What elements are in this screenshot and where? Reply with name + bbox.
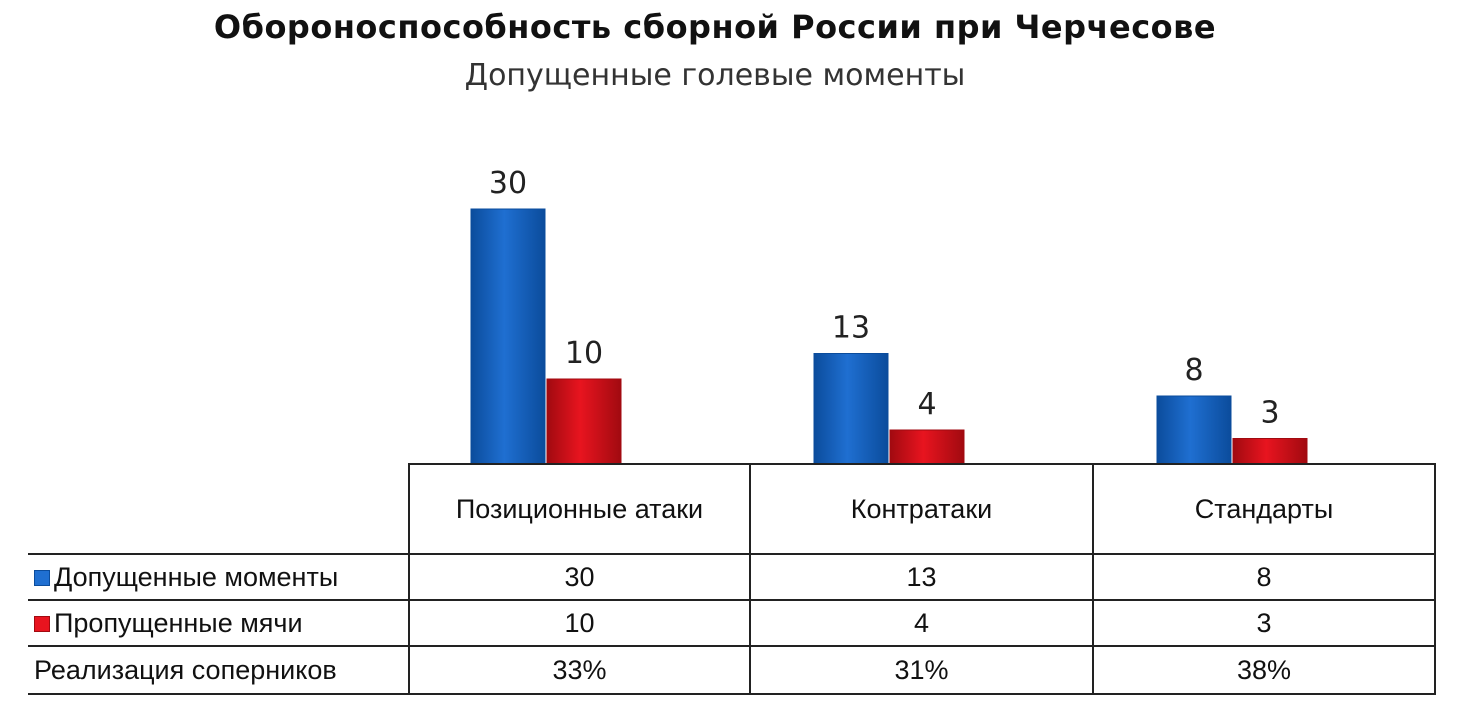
bar-conceded-2: [889, 429, 965, 465]
bar-allowed-3: [1156, 395, 1232, 465]
table-cell: 31%: [749, 645, 1094, 695]
data-label: 13: [832, 311, 870, 346]
table-cell: 10: [408, 599, 751, 647]
legend-key-red: [34, 615, 50, 632]
data-label: 3: [1260, 396, 1279, 431]
data-label: 30: [489, 166, 527, 201]
table-cell: 8: [1092, 553, 1436, 601]
row-label-text: Реализация соперников: [34, 654, 337, 685]
category-header: Контратаки: [749, 463, 1094, 555]
bar-allowed-2: [813, 353, 889, 465]
row-label: Допущенные моменты: [28, 553, 410, 601]
chart-title: Обороноспособность сборной России при Че…: [213, 8, 1217, 46]
bar-conceded-3: [1232, 438, 1308, 465]
table-cell: 38%: [1092, 645, 1436, 695]
legend-key-blue: [34, 569, 50, 586]
table-corner: [28, 464, 410, 555]
row-label: Пропущенные мячи: [28, 599, 410, 647]
data-label: 4: [917, 387, 936, 422]
row-label: Реализация соперников: [28, 645, 410, 695]
table-header-row: Позиционные атаки Контратаки Стандарты: [28, 463, 1436, 555]
bar-conceded-1: [546, 378, 622, 465]
data-label: 10: [565, 336, 603, 371]
row-label-text: Допущенные моменты: [54, 561, 339, 592]
table-cell: 4: [749, 599, 1094, 647]
table-cell: 3: [1092, 599, 1436, 647]
table-cell: 33%: [408, 645, 751, 695]
chart-subtitle: Допущенные голевые моменты: [464, 58, 966, 93]
table-cell: 30: [408, 553, 751, 601]
bar-allowed-1: [470, 208, 546, 465]
table-row: Допущенные моменты 30 13 8: [28, 553, 1436, 601]
table-row: Пропущенные мячи 10 4 3: [28, 599, 1436, 647]
category-header: Стандарты: [1092, 463, 1436, 555]
data-table: Позиционные атаки Контратаки Стандарты Д…: [28, 463, 1436, 695]
row-label-text: Пропущенные мячи: [54, 607, 303, 638]
data-label: 8: [1184, 353, 1203, 388]
table-cell: 13: [749, 553, 1094, 601]
category-header: Позиционные атаки: [408, 463, 751, 555]
table-row: Реализация соперников 33% 31% 38%: [28, 645, 1436, 695]
